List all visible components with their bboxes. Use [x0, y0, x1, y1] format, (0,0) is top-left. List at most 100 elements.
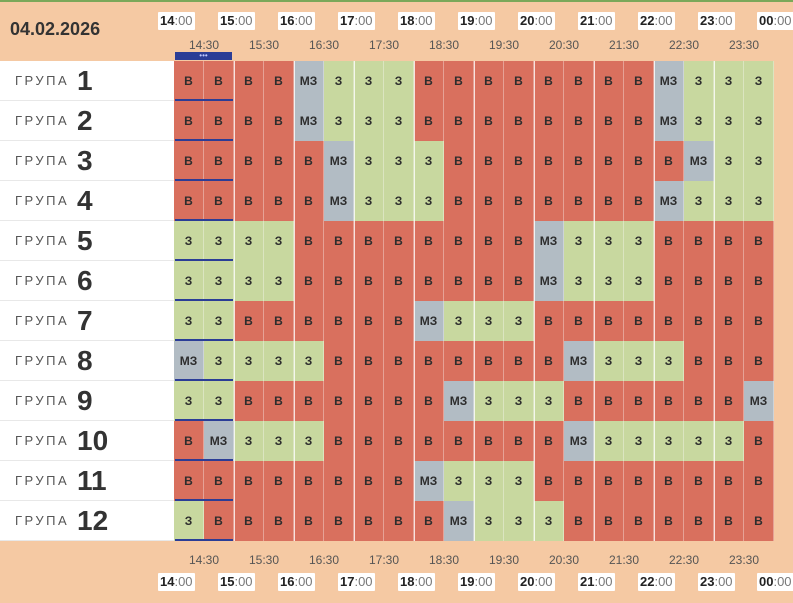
- schedule-cell[interactable]: В: [714, 261, 744, 301]
- schedule-cell[interactable]: В: [384, 221, 414, 261]
- schedule-cell[interactable]: МЗ: [654, 61, 684, 101]
- group-label-2[interactable]: ГРУПА 2: [0, 101, 174, 141]
- schedule-cell[interactable]: В: [204, 501, 234, 541]
- schedule-cell[interactable]: В: [624, 301, 654, 341]
- schedule-cell[interactable]: В: [624, 101, 654, 141]
- schedule-cell[interactable]: З: [654, 421, 684, 461]
- schedule-cell[interactable]: З: [354, 181, 384, 221]
- schedule-cell[interactable]: В: [474, 221, 504, 261]
- schedule-cell[interactable]: МЗ: [324, 141, 354, 181]
- schedule-cell[interactable]: В: [534, 341, 564, 381]
- schedule-cell[interactable]: З: [684, 101, 714, 141]
- schedule-cell[interactable]: З: [204, 381, 234, 421]
- schedule-cell[interactable]: В: [564, 501, 594, 541]
- schedule-cell[interactable]: В: [744, 421, 774, 461]
- schedule-cell[interactable]: З: [744, 101, 774, 141]
- schedule-cell[interactable]: В: [684, 341, 714, 381]
- schedule-cell[interactable]: В: [324, 501, 354, 541]
- schedule-cell[interactable]: В: [264, 501, 294, 541]
- schedule-cell[interactable]: В: [354, 381, 384, 421]
- schedule-cell[interactable]: В: [204, 461, 234, 501]
- schedule-cell[interactable]: З: [294, 421, 324, 461]
- schedule-cell[interactable]: В: [354, 261, 384, 301]
- schedule-cell[interactable]: З: [234, 261, 264, 301]
- schedule-cell[interactable]: В: [264, 461, 294, 501]
- schedule-cell[interactable]: В: [264, 141, 294, 181]
- schedule-cell[interactable]: В: [654, 221, 684, 261]
- schedule-cell[interactable]: В: [534, 101, 564, 141]
- schedule-cell[interactable]: В: [324, 301, 354, 341]
- schedule-cell[interactable]: В: [174, 421, 204, 461]
- schedule-cell[interactable]: В: [564, 141, 594, 181]
- schedule-cell[interactable]: В: [354, 501, 384, 541]
- schedule-cell[interactable]: В: [504, 221, 534, 261]
- schedule-cell[interactable]: МЗ: [564, 341, 594, 381]
- schedule-cell[interactable]: В: [564, 301, 594, 341]
- schedule-cell[interactable]: В: [354, 301, 384, 341]
- group-label-7[interactable]: ГРУПА 7: [0, 301, 174, 341]
- schedule-cell[interactable]: В: [414, 341, 444, 381]
- schedule-cell[interactable]: В: [234, 181, 264, 221]
- schedule-cell[interactable]: З: [624, 421, 654, 461]
- schedule-cell[interactable]: З: [504, 501, 534, 541]
- group-label-8[interactable]: ГРУПА 8: [0, 341, 174, 381]
- schedule-cell[interactable]: З: [744, 61, 774, 101]
- schedule-cell[interactable]: З: [534, 501, 564, 541]
- schedule-cell[interactable]: В: [324, 421, 354, 461]
- schedule-cell[interactable]: В: [324, 381, 354, 421]
- schedule-cell[interactable]: З: [654, 341, 684, 381]
- schedule-cell[interactable]: В: [414, 261, 444, 301]
- schedule-cell[interactable]: В: [534, 181, 564, 221]
- schedule-cell[interactable]: МЗ: [564, 421, 594, 461]
- schedule-cell[interactable]: З: [384, 141, 414, 181]
- schedule-cell[interactable]: В: [174, 101, 204, 141]
- schedule-cell[interactable]: З: [204, 221, 234, 261]
- schedule-cell[interactable]: В: [174, 141, 204, 181]
- schedule-cell[interactable]: З: [324, 61, 354, 101]
- schedule-cell[interactable]: В: [234, 381, 264, 421]
- schedule-cell[interactable]: В: [474, 181, 504, 221]
- schedule-cell[interactable]: З: [264, 421, 294, 461]
- schedule-cell[interactable]: В: [384, 261, 414, 301]
- group-label-9[interactable]: ГРУПА 9: [0, 381, 174, 421]
- group-label-11[interactable]: ГРУПА 11: [0, 461, 174, 501]
- schedule-cell[interactable]: В: [654, 141, 684, 181]
- group-label-1[interactable]: ГРУПА 1: [0, 61, 174, 101]
- schedule-cell[interactable]: В: [624, 461, 654, 501]
- schedule-cell[interactable]: В: [294, 381, 324, 421]
- schedule-cell[interactable]: МЗ: [654, 181, 684, 221]
- schedule-cell[interactable]: В: [504, 421, 534, 461]
- schedule-cell[interactable]: З: [384, 61, 414, 101]
- schedule-cell[interactable]: МЗ: [744, 381, 774, 421]
- schedule-cell[interactable]: В: [714, 501, 744, 541]
- group-label-4[interactable]: ГРУПА 4: [0, 181, 174, 221]
- schedule-cell[interactable]: В: [384, 301, 414, 341]
- schedule-cell[interactable]: В: [354, 461, 384, 501]
- schedule-cell[interactable]: МЗ: [684, 141, 714, 181]
- schedule-cell[interactable]: В: [594, 381, 624, 421]
- schedule-cell[interactable]: В: [294, 301, 324, 341]
- schedule-cell[interactable]: В: [384, 341, 414, 381]
- schedule-cell[interactable]: З: [354, 101, 384, 141]
- schedule-cell[interactable]: В: [624, 61, 654, 101]
- schedule-cell[interactable]: В: [744, 341, 774, 381]
- schedule-cell[interactable]: З: [714, 421, 744, 461]
- schedule-cell[interactable]: В: [534, 461, 564, 501]
- schedule-cell[interactable]: В: [534, 141, 564, 181]
- schedule-cell[interactable]: В: [174, 461, 204, 501]
- schedule-cell[interactable]: В: [234, 501, 264, 541]
- schedule-cell[interactable]: В: [324, 341, 354, 381]
- schedule-cell[interactable]: В: [594, 101, 624, 141]
- schedule-cell[interactable]: В: [474, 341, 504, 381]
- schedule-cell[interactable]: З: [534, 381, 564, 421]
- schedule-cell[interactable]: В: [294, 141, 324, 181]
- schedule-cell[interactable]: В: [714, 221, 744, 261]
- schedule-cell[interactable]: З: [624, 221, 654, 261]
- schedule-cell[interactable]: МЗ: [414, 301, 444, 341]
- schedule-cell[interactable]: В: [594, 301, 624, 341]
- schedule-cell[interactable]: В: [354, 421, 384, 461]
- schedule-cell[interactable]: З: [504, 461, 534, 501]
- schedule-cell[interactable]: В: [414, 421, 444, 461]
- schedule-cell[interactable]: З: [324, 101, 354, 141]
- schedule-cell[interactable]: В: [594, 501, 624, 541]
